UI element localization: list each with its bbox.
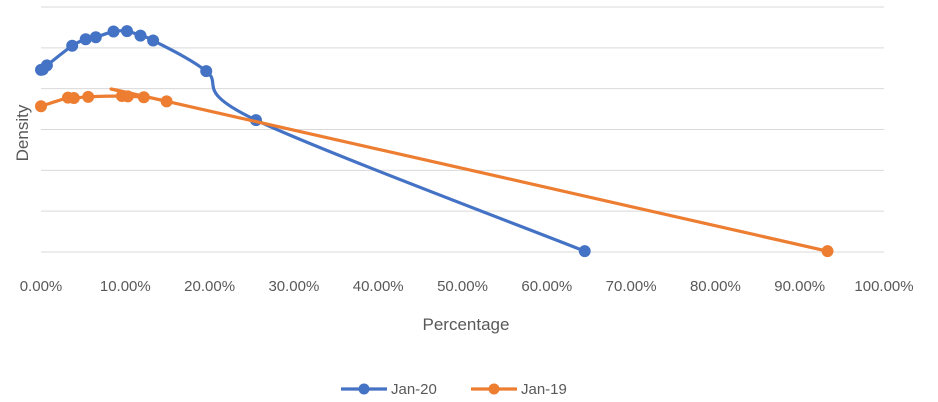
x-tick-label: 40.00% — [353, 278, 404, 295]
x-tick-label: 50.00% — [437, 278, 488, 295]
data-point — [137, 91, 150, 104]
legend: Jan-20 Jan-19 — [341, 381, 567, 398]
data-point — [200, 65, 213, 78]
data-point — [160, 95, 173, 108]
data-point — [89, 31, 102, 44]
data-point — [134, 29, 147, 42]
legend-marker — [358, 383, 370, 395]
legend-label: Jan-20 — [391, 381, 437, 398]
data-point — [120, 25, 133, 38]
series-layer — [35, 25, 834, 258]
data-point — [107, 25, 120, 38]
x-axis-title: Percentage — [423, 315, 510, 334]
y-axis-title: Density — [13, 104, 32, 161]
data-point — [66, 39, 79, 52]
legend-marker — [488, 383, 500, 395]
y-gridlines — [41, 6, 884, 253]
x-tick-label: 90.00% — [774, 278, 825, 295]
series-line — [39, 29, 587, 253]
x-tick-label: 100.00% — [854, 278, 913, 295]
legend-item-jan-20: Jan-20 — [341, 381, 437, 398]
x-tick-label: 0.00% — [20, 278, 63, 295]
x-tick-labels: 0.00% 10.00% 20.00% 30.00% 40.00% 50.00% 60.00… — [20, 278, 914, 295]
series-jan-20 — [35, 25, 591, 258]
series-jan-19 — [35, 87, 834, 258]
data-point — [67, 92, 80, 105]
x-tick-label: 20.00% — [184, 278, 235, 295]
legend-item-jan-19: Jan-19 — [471, 381, 567, 398]
x-tick-label: 60.00% — [521, 278, 572, 295]
data-point — [35, 100, 47, 113]
data-point — [79, 33, 92, 46]
x-tick-label: 70.00% — [606, 278, 657, 295]
data-point — [40, 59, 53, 72]
x-tick-label: 30.00% — [268, 278, 319, 295]
x-tick-label: 10.00% — [100, 278, 151, 295]
x-tick-label: 80.00% — [690, 278, 741, 295]
data-point — [821, 245, 834, 258]
data-point — [121, 90, 134, 103]
data-point — [82, 90, 95, 103]
data-point — [578, 245, 591, 258]
data-point — [147, 34, 160, 47]
legend-label: Jan-19 — [521, 381, 567, 398]
